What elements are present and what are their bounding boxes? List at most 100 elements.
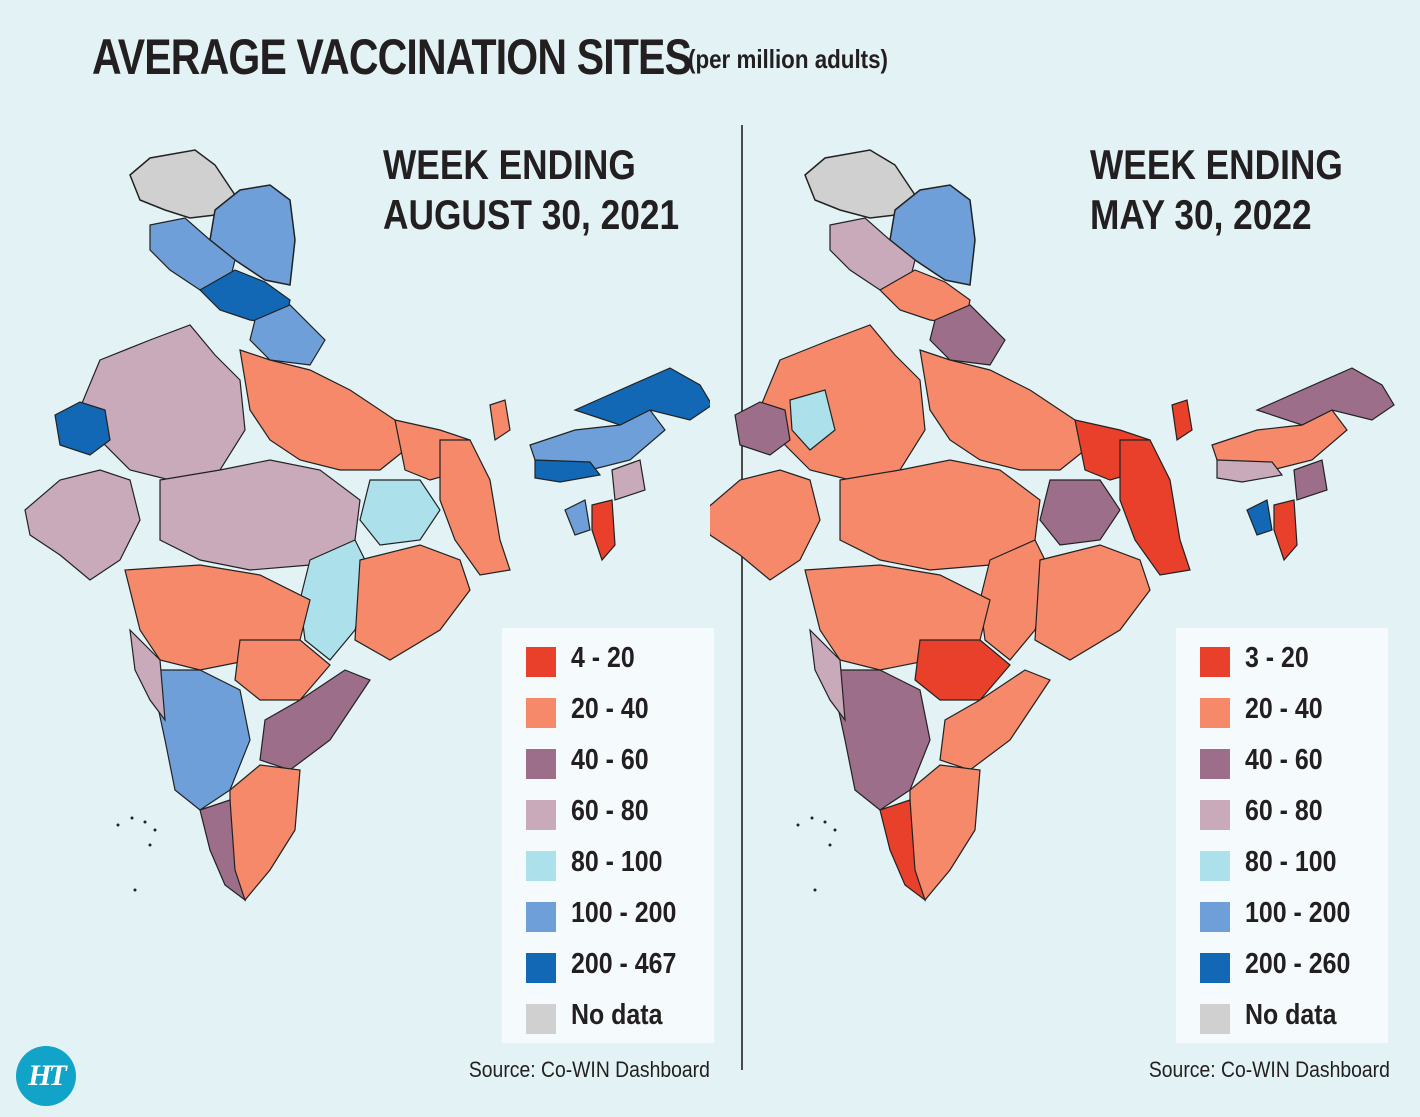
legend-item: No data xyxy=(526,995,716,1035)
legend-item: 20 - 40 xyxy=(526,689,716,729)
legend-label: 60 - 80 xyxy=(571,795,649,827)
legend-label: 200 - 467 xyxy=(571,948,677,980)
region-goa xyxy=(129,628,166,723)
region-gujarat xyxy=(24,469,141,581)
region-odisha xyxy=(1034,544,1151,661)
legend-swatch xyxy=(1200,647,1230,677)
legend-label: 100 - 200 xyxy=(1245,897,1351,929)
legend-label: 80 - 100 xyxy=(571,846,663,878)
region-jharkhand xyxy=(1039,479,1121,546)
legend-label: 40 - 60 xyxy=(1245,744,1323,776)
region-sikkim xyxy=(489,399,511,442)
region-jharkhand xyxy=(359,479,441,546)
region-mizoram xyxy=(591,499,616,562)
legend-swatch xyxy=(526,647,556,677)
legend-label: 4 - 20 xyxy=(571,642,635,674)
region-wb xyxy=(439,439,511,576)
legend-item: 200 - 260 xyxy=(1200,944,1390,984)
panel-may-2022: WEEK ENDING MAY 30, 2022 3 - 20 20 - 40 40… xyxy=(710,0,1420,1117)
region-gujarat-kutch xyxy=(54,401,111,456)
panel-august-2021: WEEK ENDING AUGUST 30, 2021 4 - 20 20 - 4… xyxy=(24,140,714,1082)
legend-swatch xyxy=(526,1004,556,1034)
legend-label: 20 - 40 xyxy=(1245,693,1323,725)
legend-item: 60 - 80 xyxy=(1200,791,1390,831)
legend-august-2021: 4 - 20 20 - 40 40 - 60 60 - 80 80 - 100 100 -… xyxy=(502,628,714,1043)
region-odisha xyxy=(354,544,471,661)
lakshadweep-islands xyxy=(116,816,157,892)
region-ap xyxy=(259,669,371,771)
region-rajasthan xyxy=(754,324,926,481)
region-wb xyxy=(1119,439,1191,576)
legend-label: 80 - 100 xyxy=(1245,846,1337,878)
region-tamilnadu xyxy=(229,764,301,902)
legend-swatch xyxy=(526,851,556,881)
region-manipur xyxy=(1293,459,1328,501)
legend-item: 40 - 60 xyxy=(526,740,716,780)
legend-item: 200 - 467 xyxy=(526,944,716,984)
legend-label: 60 - 80 xyxy=(1245,795,1323,827)
legend-swatch xyxy=(526,902,556,932)
page-subtitle: (per million adults) xyxy=(688,44,889,74)
panel-divider xyxy=(741,125,743,1070)
region-up xyxy=(919,349,1086,471)
region-meghalaya xyxy=(534,459,602,483)
region-kerala xyxy=(879,799,927,902)
region-uttarakhand xyxy=(249,304,326,366)
region-ap xyxy=(939,669,1051,771)
lakshadweep-islands xyxy=(796,816,837,892)
legend-swatch xyxy=(1200,1004,1230,1034)
page-title: AVERAGE VACCINATION SITES xyxy=(92,29,692,85)
legend-swatch xyxy=(1200,953,1230,983)
region-goa xyxy=(809,628,846,723)
legend-label: No data xyxy=(571,999,663,1031)
region-arunachal xyxy=(573,367,710,426)
legend-swatch xyxy=(1200,749,1230,779)
legend-swatch xyxy=(526,749,556,779)
legend-swatch xyxy=(1200,800,1230,830)
legend-may-2022: 3 - 20 20 - 40 40 - 60 60 - 80 80 - 100 100 -… xyxy=(1176,628,1388,1043)
india-map-may-2022 xyxy=(710,149,1395,926)
region-gujarat xyxy=(710,469,821,581)
legend-label: 200 - 260 xyxy=(1245,948,1351,980)
region-tamilnadu xyxy=(909,764,981,902)
legend-item: 3 - 20 xyxy=(1200,638,1390,678)
legend-item: 40 - 60 xyxy=(1200,740,1390,780)
region-manipur xyxy=(611,459,646,501)
legend-swatch xyxy=(1200,902,1230,932)
india-map-august-2021 xyxy=(24,149,710,926)
heading-line-2: MAY 30, 2022 xyxy=(1090,191,1312,238)
region-kerala xyxy=(199,799,247,902)
region-tripura xyxy=(564,499,591,536)
legend-item: 80 - 100 xyxy=(526,842,716,882)
region-up xyxy=(239,349,406,471)
legend-label: No data xyxy=(1245,999,1337,1031)
map-regions xyxy=(710,149,1395,902)
region-sikkim xyxy=(1171,399,1193,442)
map-regions xyxy=(24,149,710,902)
region-mizoram xyxy=(1273,499,1298,562)
legend-swatch xyxy=(1200,851,1230,881)
legend-swatch xyxy=(526,953,556,983)
legend-item: 100 - 200 xyxy=(1200,893,1390,933)
region-arunachal xyxy=(1255,367,1395,426)
legend-item: 80 - 100 xyxy=(1200,842,1390,882)
legend-item: 20 - 40 xyxy=(1200,689,1390,729)
region-gujarat-kutch xyxy=(734,401,791,456)
legend-item: No data xyxy=(1200,995,1390,1035)
heading-line-2: AUGUST 30, 2021 xyxy=(383,191,680,238)
legend-label: 20 - 40 xyxy=(571,693,649,725)
heading-line-1: WEEK ENDING xyxy=(1090,141,1343,188)
region-rajasthan xyxy=(74,324,246,481)
ht-logo: HT xyxy=(16,1046,76,1106)
heading-august-2021: WEEK ENDING AUGUST 30, 2021 xyxy=(383,140,679,240)
legend-swatch xyxy=(1200,698,1230,728)
heading-line-1: WEEK ENDING xyxy=(383,141,636,188)
region-tripura xyxy=(1246,499,1273,536)
legend-swatch xyxy=(526,698,556,728)
heading-may-2022: WEEK ENDING MAY 30, 2022 xyxy=(1090,140,1343,240)
legend-label: 40 - 60 xyxy=(571,744,649,776)
region-rajasthan-west xyxy=(789,389,836,451)
legend-item: 60 - 80 xyxy=(526,791,716,831)
legend-swatch xyxy=(526,800,556,830)
legend-item: 4 - 20 xyxy=(526,638,716,678)
